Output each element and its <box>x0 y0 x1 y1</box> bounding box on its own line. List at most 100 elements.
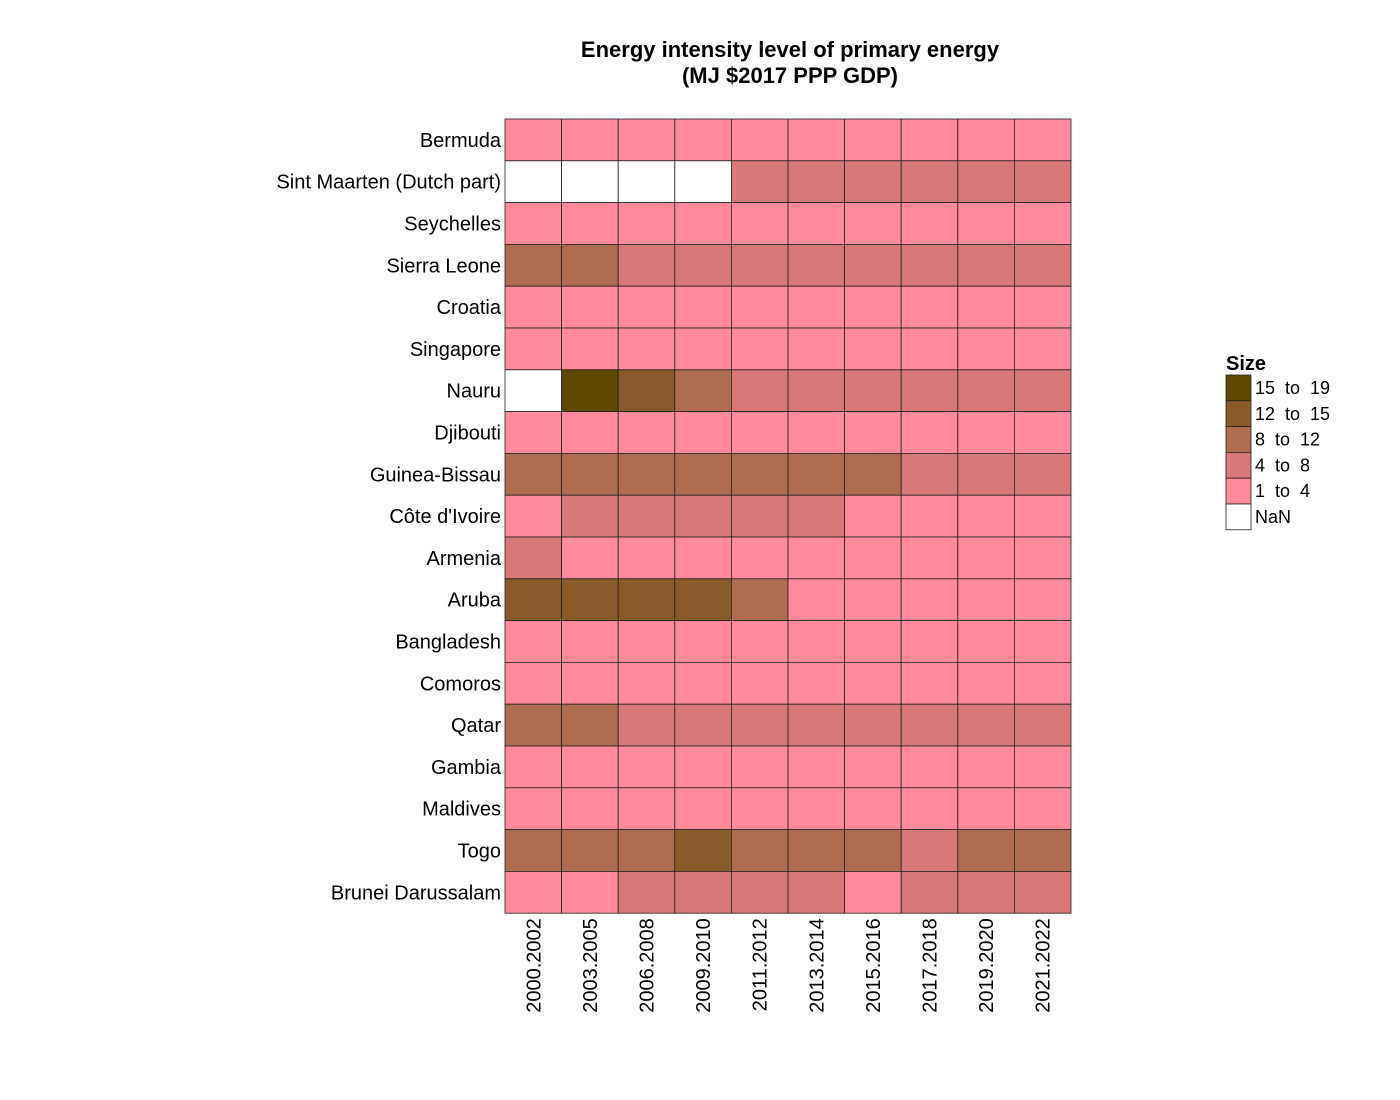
heatmap-cell <box>617 118 676 162</box>
row-label: Croatia <box>437 297 502 319</box>
heatmap-cell <box>731 787 789 830</box>
row-label: Gambia <box>431 757 502 779</box>
heatmap-cell <box>900 494 959 538</box>
heatmap-cell <box>900 411 959 454</box>
heatmap-cell <box>900 369 959 412</box>
heatmap-cell <box>1014 369 1072 412</box>
heatmap-cell <box>504 327 562 371</box>
heatmap-cell <box>787 118 845 162</box>
legend-label: 12 to 15 <box>1255 404 1330 424</box>
heatmap-cell <box>787 829 845 872</box>
legend-items: 15 to 19 12 to 15 8 to 12 4 to 8 1 to 4 NaN <box>1225 374 1330 531</box>
heatmap-cell <box>561 662 619 705</box>
heatmap-cell <box>787 745 845 789</box>
heatmap-cell <box>561 578 619 621</box>
heatmap-cell <box>1014 871 1072 914</box>
heatmap-cell <box>900 452 959 496</box>
heatmap-cell <box>787 494 845 538</box>
heatmap-cell <box>787 285 845 329</box>
heatmap-cell <box>674 620 732 663</box>
heatmap-cell <box>731 620 789 663</box>
heatmap-cell <box>617 369 676 412</box>
heatmap-cell <box>731 202 789 245</box>
column-label: 2017.2018 <box>920 918 942 1013</box>
row-label: Armenia <box>427 548 502 570</box>
heatmap-cell <box>957 787 1015 830</box>
heatmap-cell <box>957 536 1015 580</box>
heatmap-cell <box>561 829 619 872</box>
heatmap-cell <box>504 745 562 789</box>
heatmap-cell <box>561 160 619 204</box>
row-label: Sierra Leone <box>386 255 501 277</box>
heatmap-cell <box>674 745 732 789</box>
heatmap-cell <box>561 243 619 287</box>
heatmap-cell <box>900 243 959 287</box>
heatmap-cell <box>844 243 902 287</box>
heatmap-cell <box>1014 829 1072 872</box>
heatmap-cell <box>731 452 789 496</box>
heatmap-cell <box>844 662 902 705</box>
row-label: Bangladesh <box>395 632 501 654</box>
heatmap-cell <box>561 285 619 329</box>
column-label: 2015.2016 <box>863 918 885 1013</box>
legend-swatch <box>1225 400 1252 427</box>
column-label: 2021.2022 <box>1033 918 1055 1013</box>
heatmap-cell <box>504 202 562 245</box>
legend-label: 4 to 8 <box>1255 455 1310 475</box>
heatmap-cell <box>1014 536 1072 580</box>
heatmap-cell <box>957 411 1015 454</box>
heatmap-cell <box>674 118 732 162</box>
heatmap-cell <box>844 829 902 872</box>
column-label: 2011.2012 <box>750 918 772 1011</box>
heatmap-cell <box>900 787 959 830</box>
legend-title: Size <box>1226 353 1266 375</box>
row-label: Singapore <box>410 339 501 361</box>
heatmap-cell <box>787 411 845 454</box>
heatmap-cell <box>1014 243 1072 287</box>
heatmap-cell <box>617 327 676 371</box>
heatmap-cell <box>1014 787 1072 830</box>
heatmap-cell <box>1014 452 1072 496</box>
heatmap-cell <box>617 160 676 204</box>
heatmap-cell <box>957 202 1015 245</box>
heatmap-cell <box>844 745 902 789</box>
heatmap-cell <box>1014 662 1072 705</box>
legend-label: 15 to 19 <box>1255 378 1330 398</box>
heatmap-cell <box>731 243 789 287</box>
legend-label: 8 to 12 <box>1255 430 1320 450</box>
heatmap-cell <box>674 160 732 204</box>
heatmap-cell <box>561 871 619 914</box>
heatmap-cell <box>731 745 789 789</box>
heatmap-cell <box>957 620 1015 663</box>
heatmap-cell <box>617 787 676 830</box>
heatmap-cell <box>561 327 619 371</box>
row-label: Togo <box>458 841 501 863</box>
heatmap-cell <box>674 578 732 621</box>
heatmap-cell <box>674 285 732 329</box>
heatmap-cell <box>957 578 1015 621</box>
heatmap-cell <box>1014 285 1072 329</box>
heatmap-cell <box>844 787 902 830</box>
heatmap-cell <box>900 662 959 705</box>
heatmap-cell <box>900 620 959 663</box>
heatmap-cell <box>617 620 676 663</box>
heatmap-cell <box>900 703 959 747</box>
heatmap-cell <box>787 536 845 580</box>
heatmap-cell <box>731 703 789 747</box>
heatmap-cell <box>674 327 732 371</box>
column-label: 2009.2010 <box>693 918 715 1013</box>
heatmap-cell <box>1014 118 1072 162</box>
heatmap-cell <box>504 411 562 454</box>
heatmap-cell <box>617 285 676 329</box>
heatmap-cell <box>900 536 959 580</box>
heatmap-cell <box>787 452 845 496</box>
row-label: Aruba <box>448 590 502 612</box>
row-label: Sint Maarten (Dutch part) <box>276 172 501 194</box>
heatmap-cell <box>844 411 902 454</box>
heatmap-cell <box>504 871 562 914</box>
heatmap-cell <box>787 578 845 621</box>
heatmap-cell <box>617 452 676 496</box>
heatmap-cell <box>957 871 1015 914</box>
legend-swatch <box>1225 451 1252 479</box>
